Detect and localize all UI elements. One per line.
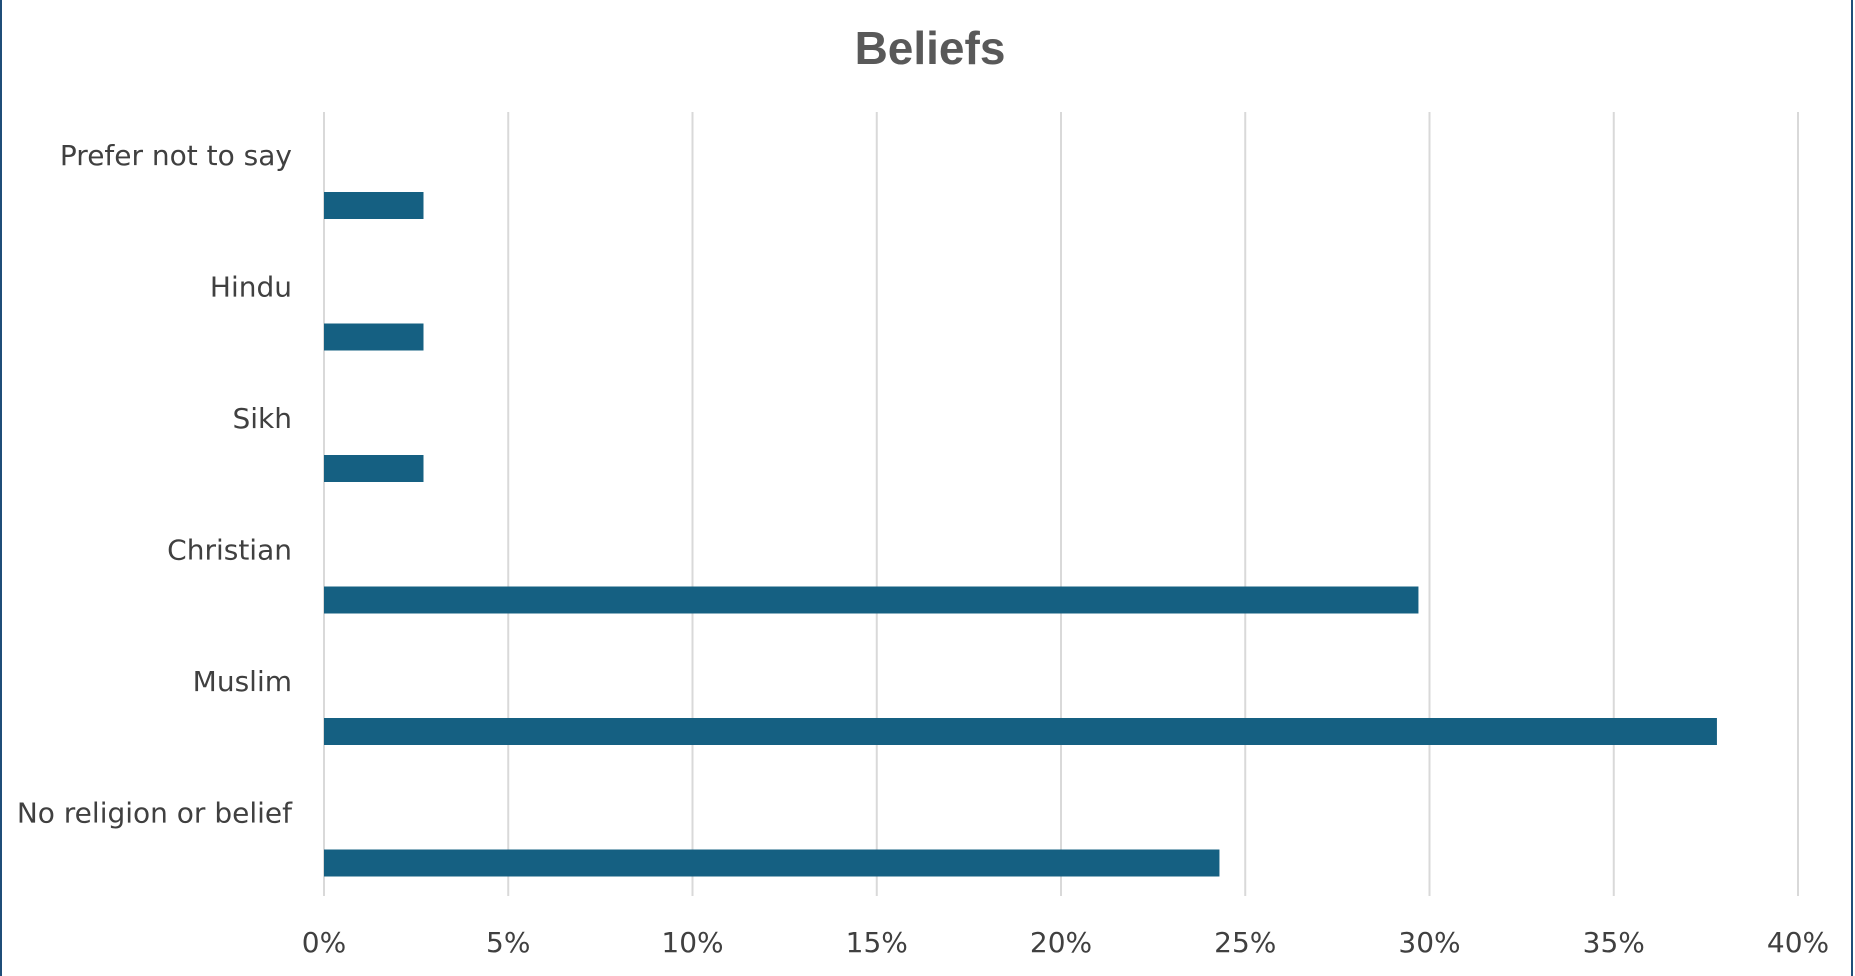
x-tick-label: 20% — [1030, 926, 1092, 959]
bar — [324, 718, 1717, 745]
bar — [324, 192, 424, 219]
category-label: Prefer not to say — [60, 139, 292, 172]
x-tick-label: 40% — [1767, 926, 1829, 959]
x-tick-label: 10% — [661, 926, 723, 959]
bar — [324, 849, 1220, 877]
x-tick-label: 35% — [1583, 926, 1645, 959]
x-tick-label: 5% — [486, 926, 530, 959]
category-labels: Prefer not to say Hindu Sikh Christian Musli… — [17, 139, 293, 830]
bars — [324, 192, 1717, 877]
gridlines — [323, 112, 1799, 896]
x-tick-label: 15% — [846, 926, 908, 959]
bar — [324, 323, 424, 351]
category-label: Muslim — [193, 665, 292, 698]
x-tick-label: 25% — [1214, 926, 1276, 959]
chart-title: Beliefs — [855, 22, 1006, 74]
category-label: Christian — [167, 534, 292, 567]
x-axis-ticks: 0% 5% 10% 15% 20% 25% 30% 35% 40% — [302, 926, 1829, 959]
category-label: No religion or belief — [17, 797, 293, 830]
bar — [324, 455, 424, 482]
category-label: Sikh — [232, 402, 292, 435]
category-label: Hindu — [210, 271, 292, 304]
bar — [324, 586, 1419, 614]
x-tick-label: 30% — [1398, 926, 1460, 959]
x-tick-label: 0% — [302, 926, 346, 959]
